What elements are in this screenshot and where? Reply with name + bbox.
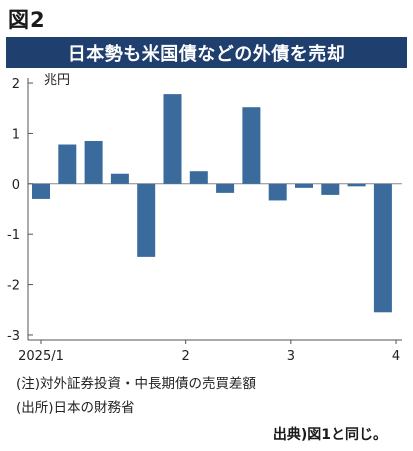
x-tick-label: 3 xyxy=(287,349,295,364)
y-tick-label: -2 xyxy=(7,279,20,294)
bar xyxy=(295,183,313,188)
y-tick-label: 1 xyxy=(12,127,20,142)
bar xyxy=(268,183,287,201)
x-tick-label: 4 xyxy=(392,349,400,364)
y-unit-label: 兆円 xyxy=(44,73,70,88)
bar xyxy=(189,171,208,184)
y-tick-label: 2 xyxy=(12,77,20,92)
figure-label: 図2 xyxy=(8,8,46,32)
y-tick-label: -3 xyxy=(7,329,20,344)
bar xyxy=(373,183,392,313)
bar xyxy=(347,183,366,187)
note-line: (注)対外証券投資・中長期債の売買差額 xyxy=(16,376,257,392)
y-tick-label: 0 xyxy=(12,178,20,193)
source-citation: 出典)図1と同じ。 xyxy=(272,427,387,443)
bar xyxy=(84,140,103,184)
x-tick-label: 2025/1 xyxy=(18,349,64,364)
bar xyxy=(321,183,340,195)
bar xyxy=(137,183,156,257)
bar xyxy=(110,173,129,184)
bar xyxy=(216,183,235,193)
bar xyxy=(58,144,77,184)
bar xyxy=(163,94,182,184)
y-tick-label: -1 xyxy=(7,228,20,243)
chart-title-banner: 日本勢も米国債などの外債を売却 xyxy=(6,37,407,68)
x-tick-label: 2 xyxy=(182,349,190,364)
bar xyxy=(242,107,261,184)
source-note-line: (出所)日本の財務省 xyxy=(16,400,135,416)
bar xyxy=(32,183,50,199)
